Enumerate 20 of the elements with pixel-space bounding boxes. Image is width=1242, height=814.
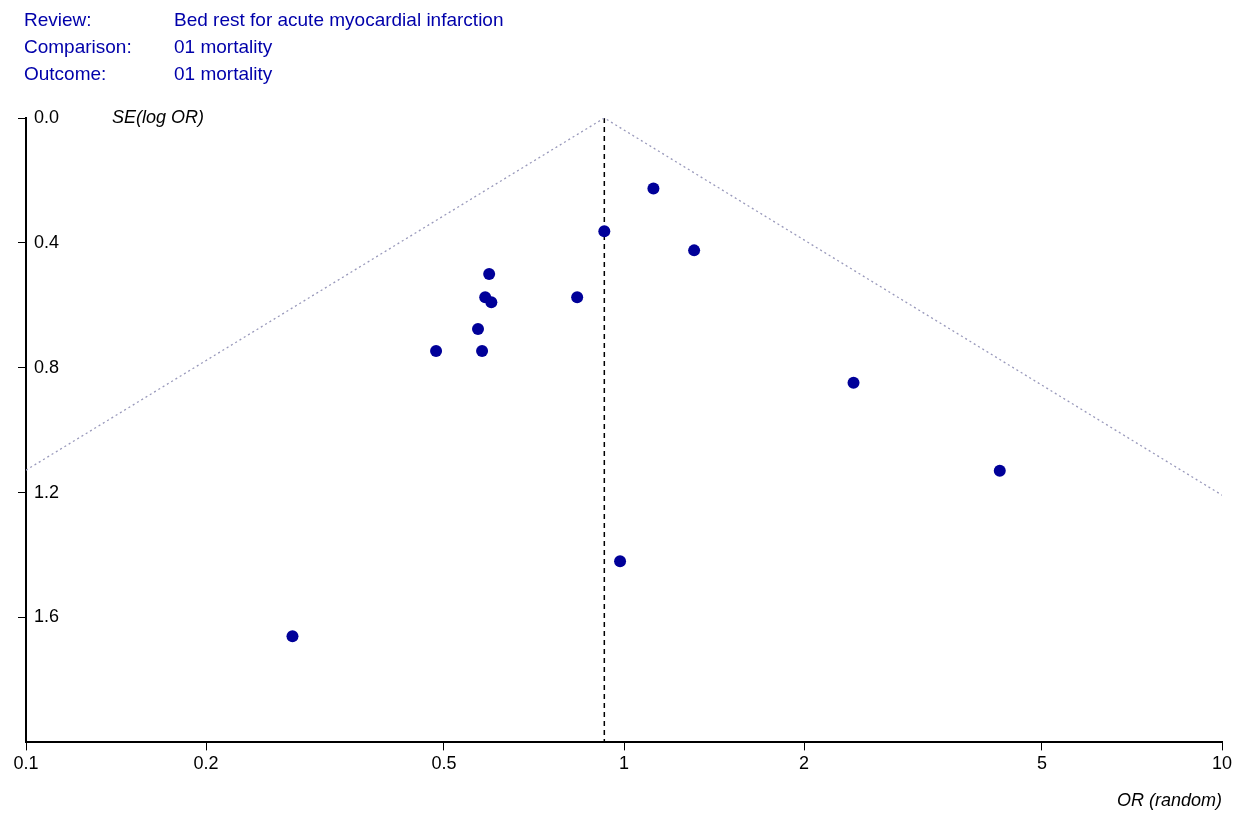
text: 01 mortality: [174, 35, 273, 59]
y-tick-label: 0.0: [34, 106, 60, 127]
x-tick-label: 2: [799, 753, 810, 774]
text: 01 mortality: [174, 62, 273, 86]
x-tick-label: 0.5: [431, 753, 457, 774]
y-axis-title: SE(log OR): [112, 107, 205, 127]
y-tick-label: 0.8: [34, 356, 60, 377]
x-tick-label: 5: [1036, 753, 1047, 774]
text: Review:: [24, 8, 93, 32]
x-tick-label: 0.2: [193, 753, 219, 774]
x-tick-label: 0.1: [13, 753, 39, 774]
text: Bed rest for acute myocardial infarction: [174, 8, 504, 32]
x-tick-label: 10: [1211, 753, 1233, 774]
y-tick-label: 1.6: [34, 606, 60, 627]
x-tick-label: 1: [618, 753, 630, 774]
y-tick-label: 1.2: [34, 481, 60, 502]
text: Comparison:: [24, 35, 133, 59]
y-tick-label: 0.4: [34, 231, 60, 252]
x-axis-title: OR (random): [1116, 790, 1222, 810]
text: Outcome:: [24, 62, 108, 86]
